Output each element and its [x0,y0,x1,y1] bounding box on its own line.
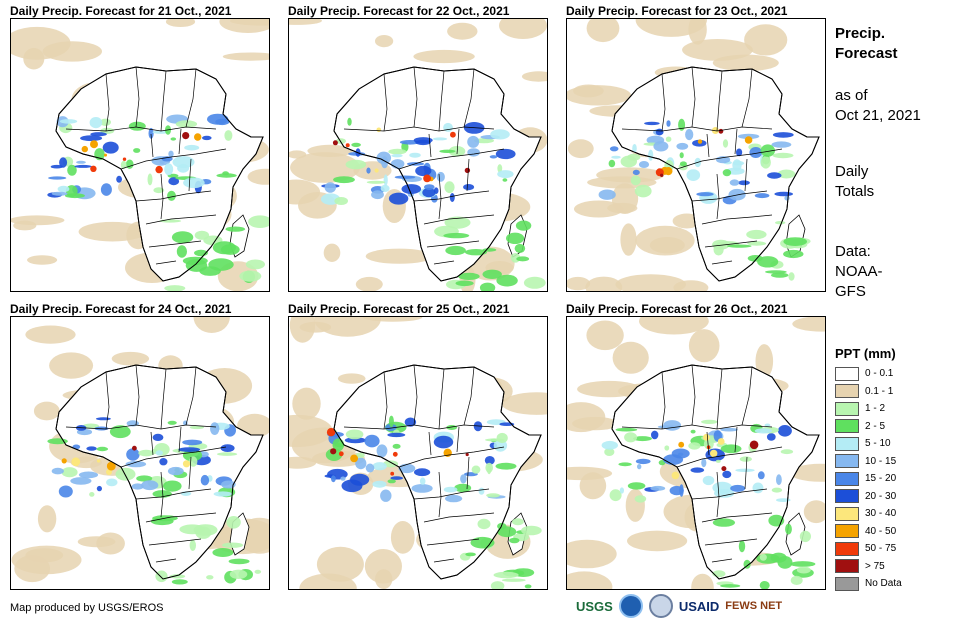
legend-label: 30 - 40 [865,508,897,520]
legend-swatch [835,506,859,521]
forecast-panel-day4: Daily Precip. Forecast for 24 Oct., 2021 [10,300,272,590]
legend-item: 5 - 10 [835,435,965,453]
legend-label: 50 - 75 [865,543,897,555]
usgs-logo: USGS [576,598,613,614]
map-canvas [11,317,269,585]
totals-label: Daily Totals [835,163,875,200]
legend-swatch [835,454,859,469]
legend-swatch [835,541,859,556]
fews-net-logo: FEWS NET [725,600,783,612]
precip-map [10,316,270,590]
legend-swatch [835,489,859,504]
legend-label: 10 - 15 [865,455,897,467]
legend-swatch [835,384,859,399]
legend-label: > 75 [865,560,885,572]
precip-map [288,18,548,292]
forecast-panel-day6: Daily Precip. Forecast for 26 Oct., 2021 [566,300,828,590]
legend-label: 15 - 20 [865,473,897,485]
panel-title: Daily Precip. Forecast for 23 Oct., 2021 [566,4,788,18]
legend-item: > 75 [835,558,965,576]
legend-item: 30 - 40 [835,505,965,523]
legend-title: PPT (mm) [835,346,896,361]
noaa-logo [618,594,643,618]
legend-item: 40 - 50 [835,523,965,541]
legend-swatch [835,471,859,486]
map-canvas [11,19,269,291]
legend-item: 15 - 20 [835,470,965,488]
legend-item: 50 - 75 [835,540,965,558]
panel-title: Daily Precip. Forecast for 22 Oct., 2021 [288,4,510,18]
legend-swatch [835,366,859,381]
precip-map [566,316,826,590]
precip-map [10,18,270,292]
legend-item: 2 - 5 [835,418,965,436]
legend-swatch [835,436,859,451]
forecast-panel-day2: Daily Precip. Forecast for 22 Oct., 2021 [288,2,550,292]
usaid-logo: USAID [678,598,720,614]
legend-swatch [835,401,859,416]
panel-title: Daily Precip. Forecast for 24 Oct., 2021 [10,302,232,316]
map-canvas [289,317,547,589]
legend-label: 2 - 5 [865,420,886,432]
precip-map [288,316,548,590]
legend-rows: 0 - 0.1 0.1 - 1 1 - 2 2 - 5 5 - 10 10 - 15 15 … [835,365,965,593]
legend-swatch [835,576,859,591]
sidebar-title: Precip. Forecast [835,25,898,62]
legend-item: 0 - 0.1 [835,365,965,383]
legend-label: 0 - 0.1 [865,368,894,380]
map-credit: Map produced by USGS/EROS [10,602,164,614]
panel-title: Daily Precip. Forecast for 26 Oct., 2021 [566,302,788,316]
legend-label: No Data [865,578,902,590]
legend-label: 5 - 10 [865,438,891,450]
as-of-date: as of Oct 21, 2021 [835,87,921,124]
legend-label: 1 - 2 [865,403,886,415]
map-canvas [567,19,820,291]
legend-item: 20 - 30 [835,488,965,506]
legend-item: No Data [835,575,965,593]
forecast-panel-day1: Daily Precip. Forecast for 21 Oct., 2021 [10,2,272,292]
forecast-panel-day5: Daily Precip. Forecast for 25 Oct., 2021 [288,300,550,590]
legend-item: 1 - 2 [835,400,965,418]
legend-item: 0.1 - 1 [835,383,965,401]
legend-item: 10 - 15 [835,453,965,471]
map-canvas [567,317,825,589]
precip-map [566,18,826,292]
agency-logos: USGS USAID FEWS NET [576,594,782,618]
data-source: Data: NOAA- GFS [835,243,883,300]
panel-title: Daily Precip. Forecast for 25 Oct., 2021 [288,302,510,316]
legend-swatch [835,419,859,434]
legend: PPT (mm) 0 - 0.1 0.1 - 1 1 - 2 2 - 5 5 - 10 1… [835,346,965,593]
legend-label: 0.1 - 1 [865,385,894,397]
map-canvas [289,19,547,291]
legend-label: 20 - 30 [865,490,897,502]
dhs-seal [648,594,673,618]
legend-label: 40 - 50 [865,525,897,537]
legend-swatch [835,524,859,539]
legend-swatch [835,559,859,574]
panel-title: Daily Precip. Forecast for 21 Oct., 2021 [10,4,232,18]
forecast-panel-day3: Daily Precip. Forecast for 23 Oct., 2021 [566,2,828,292]
